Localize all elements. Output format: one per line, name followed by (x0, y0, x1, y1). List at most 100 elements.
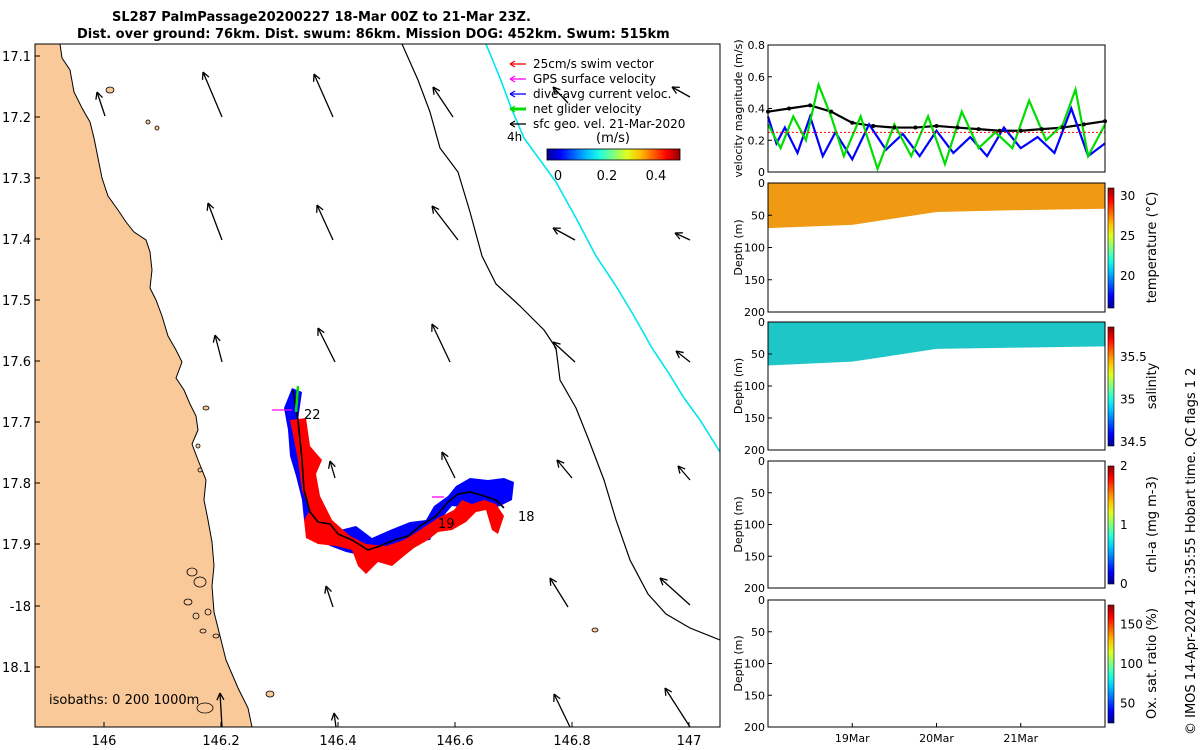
island (105, 86, 115, 94)
geo-velocity-arrow (219, 692, 223, 728)
map-x-tick-label: 146.4 (319, 734, 356, 749)
legend-label: net glider velocity (533, 102, 641, 116)
panel-y-tick-label: 50 (751, 626, 765, 639)
geo-velocity-arrow (675, 350, 691, 363)
panel-colorbar-tick-label: 50 (1120, 696, 1135, 710)
panel-colorbar (1107, 465, 1115, 585)
geo-velocity-arrow (317, 327, 336, 363)
colorbar-title: (m/s) (596, 131, 630, 146)
panel-y-tick-label: 0.4 (748, 103, 766, 116)
geo-velocity-arrow-head (659, 577, 668, 586)
track-time-label: 18 (518, 510, 535, 525)
panel-y-axis-label: Depth (m) (732, 496, 745, 552)
geo-velocity-arrow-head (671, 86, 680, 94)
panel-colorbar-label: salinity (1145, 362, 1160, 409)
panel-y-axis-label: velocity magnitude (m/s) (732, 39, 745, 177)
panel-colorbar-tick-label: 25 (1120, 229, 1135, 243)
island (183, 598, 193, 606)
panel-x-tick-label: 20Mar (919, 732, 954, 745)
map-frame (34, 43, 721, 728)
velocity-point (871, 123, 876, 128)
panel-x-tick-label: 19Mar (835, 732, 870, 745)
velocity-point (913, 125, 918, 130)
island (192, 612, 200, 620)
panel-y-axis-label: Depth (m) (732, 219, 745, 275)
geo-velocity-arrow-head (201, 71, 210, 80)
panel-y-tick-label: 150 (744, 550, 765, 563)
panel-y-tick-label: 100 (744, 658, 765, 671)
geo-velocity-arrow (333, 712, 337, 728)
geo-velocity-arrow (316, 204, 334, 241)
panel-colorbar-tick-label: 1 (1120, 518, 1128, 532)
island (186, 567, 198, 577)
legend-label: sfc geo. vel. 21-Mar-2020 (533, 117, 685, 131)
panel-y-tick-label: 0.6 (748, 71, 766, 84)
island (154, 125, 160, 131)
isobaths-label: isobaths: 0 200 1000m (49, 693, 199, 708)
velocity-point (850, 120, 855, 125)
velocity-point (997, 128, 1002, 133)
island (202, 405, 210, 411)
map-y-tick-label: 17.1 (2, 50, 31, 65)
geo-velocity-arrow (552, 227, 576, 241)
map-x-tick-label: 146 (92, 734, 117, 749)
geo-velocity-arrow (552, 86, 569, 104)
map-y-tick-label: 17.4 (2, 233, 31, 248)
geo-velocity-arrow (431, 205, 459, 241)
geo-velocity-arrow-head (206, 202, 215, 211)
legend-arrow-head (509, 75, 516, 83)
geo-velocity-arrow (441, 451, 456, 479)
panel-y-tick-label: 0.2 (748, 134, 766, 147)
panel-y-tick-label: 100 (744, 380, 765, 393)
colorbar-tick-label: 0 (554, 169, 562, 184)
legend-arrow-head (509, 105, 516, 113)
velocity-point (829, 109, 834, 114)
geo-velocity-arrow-head (556, 459, 565, 468)
panel-colorbar-tick-label: 2 (1120, 459, 1128, 473)
geo-velocity-arrow (553, 693, 571, 728)
geo-velocity-arrow-head (431, 323, 439, 332)
panel-colorbar-tick-label: 35 (1120, 392, 1135, 406)
island (195, 443, 201, 449)
panel-colorbar-tick-label: 20 (1120, 269, 1135, 283)
island (199, 628, 207, 634)
geo-velocity-arrow-head (216, 692, 225, 701)
geo-velocity-arrow-head (212, 334, 221, 343)
panel-y-tick-label: 0.8 (748, 39, 766, 52)
geo-velocity-arrow-head (431, 205, 440, 214)
map-x-tick-label: 146.2 (202, 734, 239, 749)
glider-track-map: 22 18 19 146 146.2 146.4 146.6 146.8 147 17.1 17.2… (2, 43, 721, 749)
title-line-1: SL287 PalmPassage20200227 18-Mar 00Z to … (112, 10, 531, 25)
geo-velocity-arrow-head (432, 86, 441, 95)
geo-velocity-arrow (96, 91, 106, 117)
panel-y-tick-label: 50 (751, 348, 765, 361)
geo-velocity-arrow-head (549, 577, 558, 586)
island (197, 467, 203, 473)
geo-velocity-arrow (431, 323, 451, 363)
island (212, 633, 220, 639)
velocity-point (934, 123, 939, 128)
panel-y-tick-label: 0 (758, 166, 765, 179)
map-y-tick-label: 17.2 (2, 111, 31, 126)
swim-vector-swath (290, 418, 504, 574)
panel-colorbar-label: temperature (°C) (1145, 192, 1160, 304)
geo-velocity-arrow (329, 460, 336, 479)
isobath-200m (485, 43, 721, 453)
geo-velocity-arrow (677, 465, 691, 481)
velocity-point (787, 106, 792, 111)
panel-y-axis-label: Depth (m) (732, 358, 745, 414)
geo-velocity-arrow-head (95, 91, 103, 100)
panel-colorbar-tick-label: 35.5 (1120, 350, 1147, 364)
island (145, 119, 151, 125)
speed-colorbar (546, 148, 681, 161)
legend-label: 25cm/s swim vector (533, 57, 654, 71)
panel-colorbar-tick-label: 34.5 (1120, 435, 1147, 449)
panel-colorbar-tick-label: 100 (1120, 657, 1143, 671)
geo-velocity-arrow (432, 86, 454, 118)
velocity-point (955, 125, 960, 130)
map-y-tick-label: 17.7 (2, 416, 31, 431)
panel-frame (767, 460, 1106, 589)
geo-velocity-arrow-head (552, 341, 561, 350)
panel-y-tick-label: 150 (744, 274, 765, 287)
